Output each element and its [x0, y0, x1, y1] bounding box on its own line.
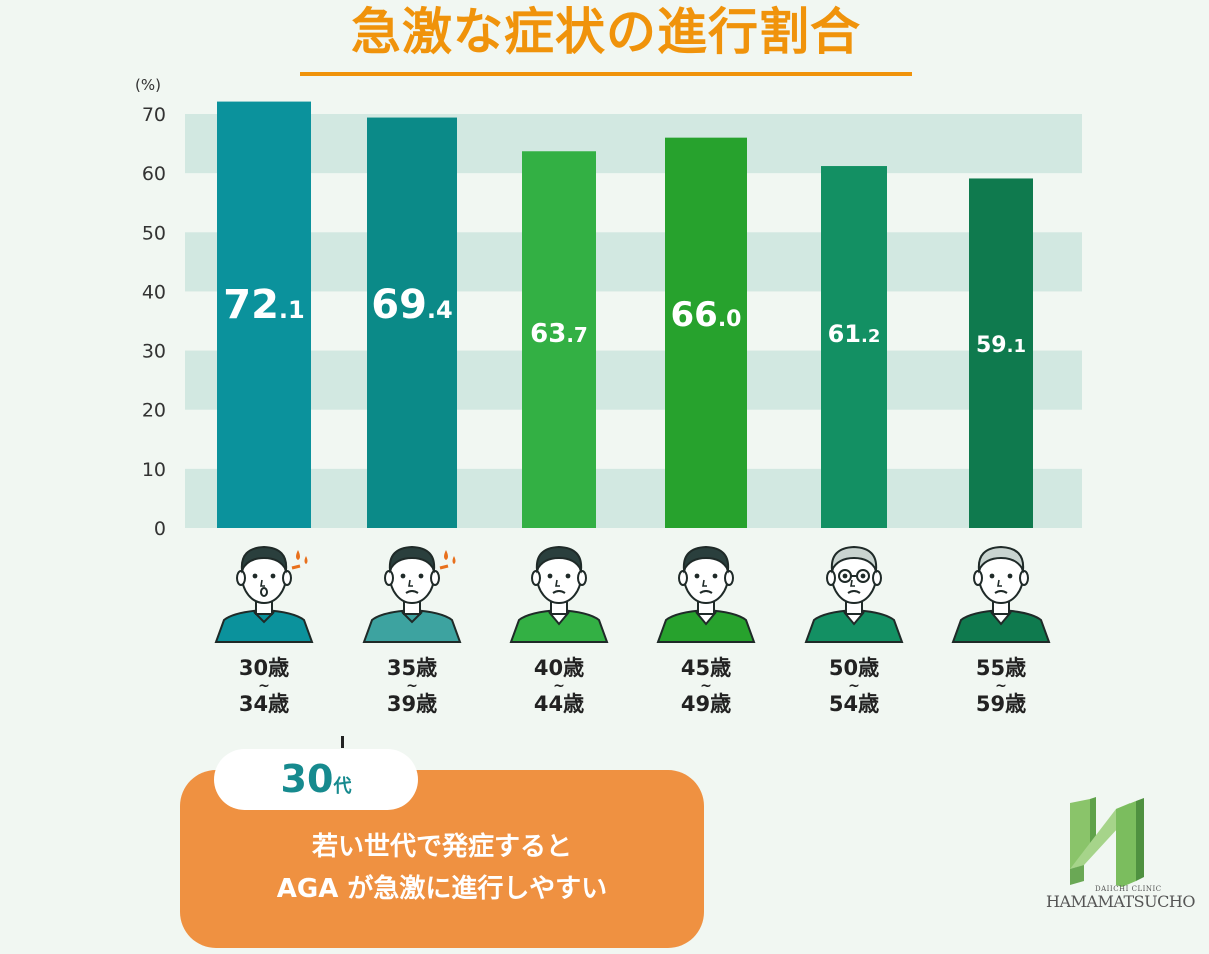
- age-range-tilde: ~: [553, 678, 565, 694]
- logo-subtitle: DAIICHI CLINIC: [1095, 885, 1162, 893]
- bar-value-label: 66.0: [671, 295, 742, 335]
- clinic-h-logo-icon: [1070, 797, 1144, 887]
- x-category-label: 45歳 ~49歳: [651, 657, 761, 715]
- y-tick-label: 30: [142, 341, 166, 363]
- young-man-sweat-icon: [214, 540, 314, 644]
- age-range-start: 50歳: [828, 656, 880, 680]
- y-tick-label: 20: [142, 400, 166, 422]
- title-underline: [300, 72, 912, 76]
- x-category-label: 35歳 ~39歳: [357, 657, 467, 715]
- thinning-man-sweat-icon: [362, 540, 462, 644]
- age-range-end: 44歳: [533, 692, 585, 716]
- bar: [969, 178, 1033, 529]
- age-range-end: 34歳: [238, 692, 290, 716]
- bar-value-label: 63.7: [530, 319, 588, 349]
- age-range-end: 49歳: [680, 692, 732, 716]
- logo-name: HAMAMATSUCHO: [1046, 892, 1195, 911]
- age-range-end: 59歳: [975, 692, 1027, 716]
- bar-value-label: 61.2: [828, 320, 881, 348]
- y-tick-label: 70: [142, 104, 166, 126]
- age-range-start: 35歳: [386, 656, 438, 680]
- y-tick-label: 40: [142, 281, 166, 303]
- grid-band: [185, 468, 1082, 528]
- middle-aged-man-receding-icon: [656, 540, 756, 644]
- middle-aged-man-icon: [509, 540, 609, 644]
- age-range-tilde: ~: [848, 678, 860, 694]
- callout-line-2: AGA が急激に進行しやすい: [276, 874, 608, 904]
- x-category-label: 40歳 ~44歳: [504, 657, 614, 715]
- y-tick-label: 60: [142, 163, 166, 185]
- bar: [367, 117, 457, 528]
- y-tick-label: 10: [142, 459, 166, 481]
- callout-line-1: 若い世代で発症すると: [311, 832, 572, 862]
- age-range-start: 40歳: [533, 656, 585, 680]
- bar-value-label: 59.1: [976, 333, 1026, 358]
- bar: [821, 166, 887, 528]
- x-category-label: 50歳 ~54歳: [799, 657, 909, 715]
- age-range-tilde: ~: [700, 678, 712, 694]
- age-range-end: 39歳: [386, 692, 438, 716]
- age-range-start: 55歳: [975, 656, 1027, 680]
- bar: [217, 101, 311, 528]
- age-range-end: 54歳: [828, 692, 880, 716]
- elderly-man-icon: [951, 540, 1051, 644]
- y-axis-unit: (%): [135, 76, 161, 94]
- y-tick-label: 0: [154, 518, 166, 540]
- x-category-label: 55歳 ~59歳: [946, 657, 1056, 715]
- x-category-label: 30歳 ~34歳: [209, 657, 319, 715]
- older-man-glasses-icon: [804, 540, 904, 644]
- callout-pointer: [341, 736, 344, 748]
- bar-chart: 0 10 20 30 40 50 60 70 72.1 69.4 63.7 66.0 61.2 59.1: [142, 101, 1082, 540]
- callout-tab-number: 30: [280, 757, 334, 801]
- bar-value-label: 72.1: [223, 282, 305, 328]
- callout-tab: 30代: [214, 749, 418, 810]
- callout-tab-suffix: 代: [333, 776, 352, 797]
- age-range-start: 45歳: [680, 656, 732, 680]
- bar-value-label: 69.4: [371, 282, 453, 328]
- grid-band: [185, 350, 1082, 410]
- bar: [665, 137, 747, 528]
- grid-band: [185, 114, 1082, 174]
- bar: [522, 151, 596, 528]
- age-range-tilde: ~: [995, 678, 1007, 694]
- age-range-tilde: ~: [258, 678, 270, 694]
- y-tick-label: 50: [142, 222, 166, 244]
- age-range-tilde: ~: [406, 678, 418, 694]
- age-range-start: 30歳: [238, 656, 290, 680]
- grid-band: [185, 232, 1082, 292]
- chart-title: 急激な症状の進行割合: [351, 3, 861, 61]
